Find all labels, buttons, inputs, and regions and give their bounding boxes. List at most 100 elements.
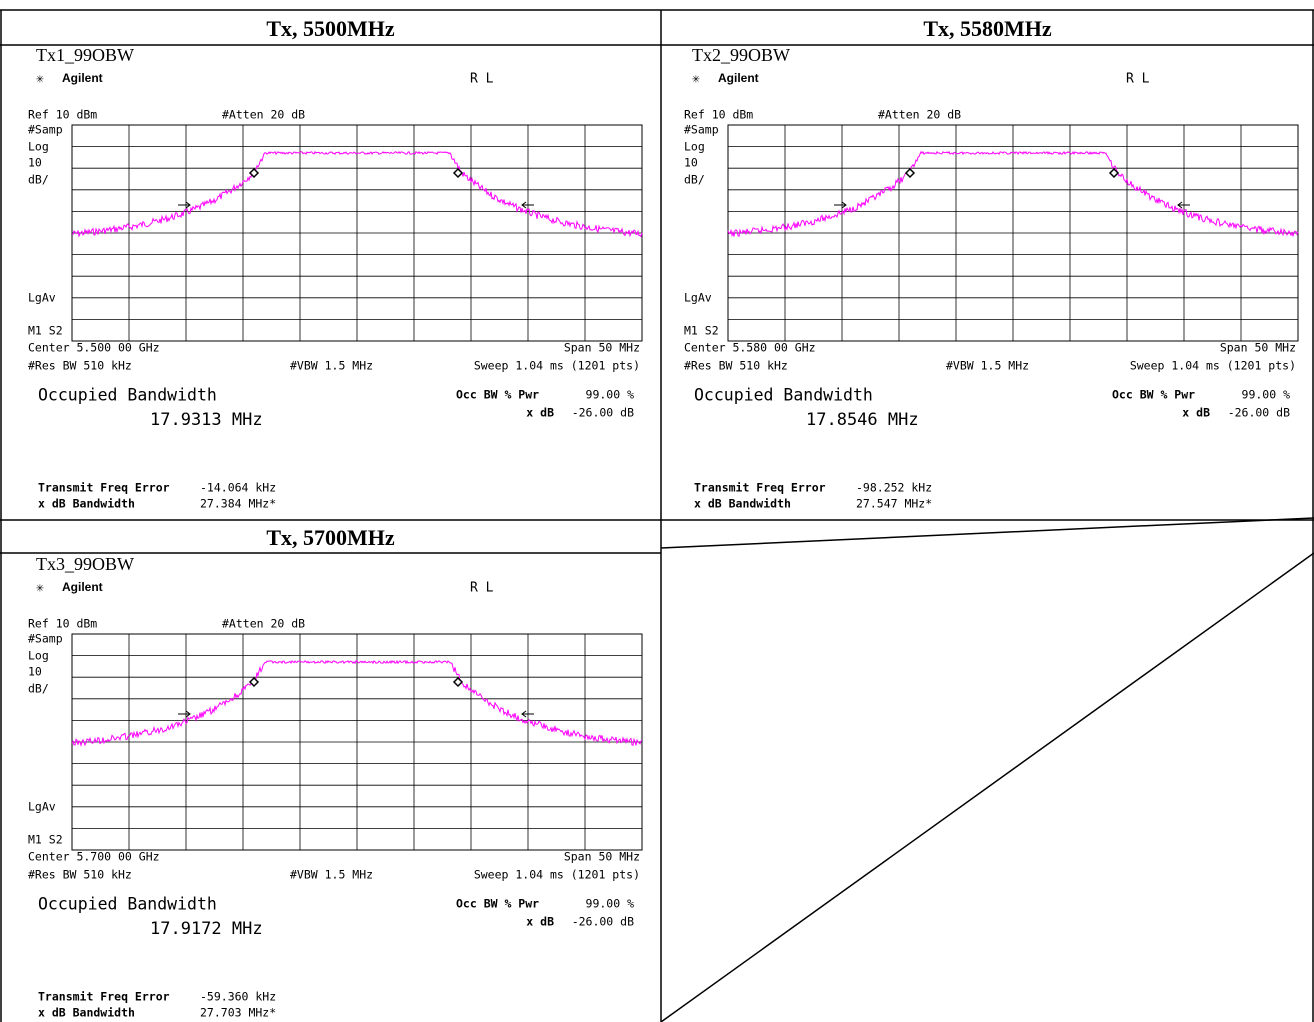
xdbbw-value: 27.384 MHz*	[200, 497, 276, 511]
marker	[1108, 167, 1120, 179]
tfe: Transmit Freq Error	[694, 481, 826, 495]
marker	[248, 167, 260, 179]
agilent-logo: ✳	[36, 581, 44, 596]
trace	[71, 659, 643, 747]
trace	[71, 150, 643, 238]
log: Log	[28, 649, 49, 663]
watermark: Tx3_99OBW	[36, 554, 134, 574]
tfe: Transmit Freq Error	[38, 990, 170, 1004]
xdb-value: -26.00 dB	[572, 915, 634, 929]
xdbbw-value: 27.703 MHz*	[200, 1006, 276, 1020]
samp: #Samp	[28, 632, 63, 646]
marker	[452, 676, 464, 688]
occ-pwr-value: 99.00 %	[586, 897, 635, 911]
occ-title: Occupied Bandwidth	[38, 386, 217, 405]
center: Center 5.500 00 GHz	[28, 341, 160, 355]
tfe-value: -98.252 kHz	[856, 481, 932, 495]
unit: dB/	[28, 173, 49, 187]
occ-pwr-value: 99.00 %	[586, 388, 635, 402]
rbw: #Res BW 510 kHz	[28, 868, 132, 882]
brand: Agilent	[62, 71, 103, 85]
analyzer-screen: Tx1_99OBW ✳ Agilent R L Ref 10 dBm #Atten 20 …	[28, 45, 643, 511]
analyzer-screen: Tx2_99OBW ✳ Agilent R L Ref 10 dBm #Atten 20 …	[684, 45, 1299, 511]
agilent-logo: ✳	[36, 72, 44, 87]
rl: R L	[470, 581, 494, 596]
xdbbw: x dB Bandwidth	[38, 1006, 135, 1020]
xdb-value: -26.00 dB	[1228, 406, 1290, 420]
ref: Ref 10 dBm	[28, 617, 97, 631]
cell-header: Tx, 5500MHz	[266, 16, 395, 41]
occ-title: Occupied Bandwidth	[38, 895, 217, 914]
xdb: x dB	[526, 406, 554, 420]
xdb: x dB	[526, 915, 554, 929]
sweep: Sweep 1.04 ms (1201 pts)	[474, 868, 640, 882]
samp: #Samp	[28, 123, 63, 137]
xdbbw: x dB Bandwidth	[38, 497, 135, 511]
tfe-value: -14.064 kHz	[200, 481, 276, 495]
watermark: Tx2_99OBW	[692, 45, 790, 65]
arrow	[834, 201, 847, 209]
atten: #Atten 20 dB	[222, 108, 305, 122]
cell-header: Tx, 5580MHz	[923, 16, 1052, 41]
watermark: Tx1_99OBW	[36, 45, 134, 65]
occ-value: 17.8546 MHz	[806, 410, 919, 430]
xdbbw-value: 27.547 MHz*	[856, 497, 932, 511]
span: Span 50 MHz	[564, 850, 640, 864]
log: Log	[684, 140, 705, 154]
log: Log	[28, 140, 49, 154]
center: Center 5.580 00 GHz	[684, 341, 816, 355]
sweep: Sweep 1.04 ms (1201 pts)	[1130, 359, 1296, 373]
arrow	[1177, 201, 1190, 209]
m1s2: M1 S2	[684, 324, 719, 338]
occ-value: 17.9313 MHz	[150, 410, 263, 430]
brand: Agilent	[62, 580, 103, 594]
atten: #Atten 20 dB	[878, 108, 961, 122]
span: Span 50 MHz	[1220, 341, 1296, 355]
occ-pwr: Occ BW % Pwr	[456, 897, 539, 911]
occ-value: 17.9172 MHz	[150, 919, 263, 939]
vbw: #VBW 1.5 MHz	[946, 359, 1029, 373]
xdb: x dB	[1182, 406, 1210, 420]
lgav: LgAv	[28, 291, 56, 305]
marker	[248, 676, 260, 688]
arrow	[521, 201, 534, 209]
vbw: #VBW 1.5 MHz	[290, 359, 373, 373]
arrow	[521, 710, 534, 718]
vbw: #VBW 1.5 MHz	[290, 868, 373, 882]
div: 10	[28, 156, 42, 170]
unit: dB/	[684, 173, 705, 187]
arrow	[178, 710, 191, 718]
ref: Ref 10 dBm	[28, 108, 97, 122]
ref: Ref 10 dBm	[684, 108, 753, 122]
occ-title: Occupied Bandwidth	[694, 386, 873, 405]
m1s2: M1 S2	[28, 833, 63, 847]
tfe: Transmit Freq Error	[38, 481, 170, 495]
div: 10	[28, 665, 42, 679]
rbw: #Res BW 510 kHz	[28, 359, 132, 373]
rl: R L	[470, 72, 494, 87]
occ-pwr-value: 99.00 %	[1242, 388, 1291, 402]
cell-header: Tx, 5700MHz	[266, 525, 395, 550]
lgav: LgAv	[684, 291, 712, 305]
agilent-logo: ✳	[692, 72, 700, 87]
rl: R L	[1126, 72, 1150, 87]
marker	[452, 167, 464, 179]
lgav: LgAv	[28, 800, 56, 814]
div: 10	[684, 156, 698, 170]
xdb-value: -26.00 dB	[572, 406, 634, 420]
m1s2: M1 S2	[28, 324, 63, 338]
tfe-value: -59.360 kHz	[200, 990, 276, 1004]
unit: dB/	[28, 682, 49, 696]
samp: #Samp	[684, 123, 719, 137]
marker	[904, 167, 916, 179]
center: Center 5.700 00 GHz	[28, 850, 160, 864]
sweep: Sweep 1.04 ms (1201 pts)	[474, 359, 640, 373]
brand: Agilent	[718, 71, 759, 85]
arrow	[178, 201, 191, 209]
occ-pwr: Occ BW % Pwr	[1112, 388, 1195, 402]
trace	[727, 150, 1299, 238]
span: Span 50 MHz	[564, 341, 640, 355]
rbw: #Res BW 510 kHz	[684, 359, 788, 373]
